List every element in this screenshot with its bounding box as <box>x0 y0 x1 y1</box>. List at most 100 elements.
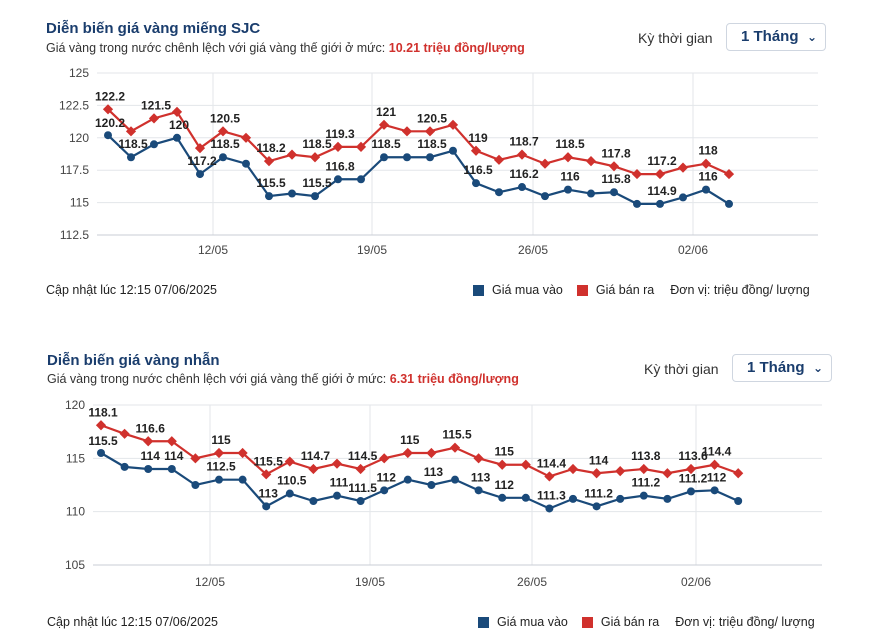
data-point-sell[interactable] <box>449 442 461 453</box>
data-point-buy[interactable] <box>334 175 342 184</box>
data-point-buy[interactable] <box>702 185 710 194</box>
data-point-buy[interactable] <box>592 502 601 511</box>
data-point-buy[interactable] <box>309 497 318 505</box>
data-point-sell[interactable] <box>308 463 319 475</box>
data-point-sell[interactable] <box>544 471 555 482</box>
data-point-sell[interactable] <box>709 459 720 470</box>
data-point-buy[interactable] <box>215 475 223 484</box>
data-point-buy[interactable] <box>144 465 153 473</box>
data-point-buy[interactable] <box>663 494 672 503</box>
data-point-buy[interactable] <box>333 491 341 500</box>
data-point-sell[interactable] <box>148 113 160 124</box>
data-point-sell[interactable] <box>102 104 114 115</box>
data-point-buy[interactable] <box>616 494 625 503</box>
legend-item-buy[interactable]: Giá mua vào <box>478 615 568 629</box>
data-point-sell[interactable] <box>516 149 528 160</box>
data-point-buy[interactable] <box>639 491 648 500</box>
legend-item-sell[interactable]: Giá bán ra <box>576 283 654 297</box>
data-point-buy[interactable] <box>679 193 687 202</box>
data-point-buy[interactable] <box>311 192 319 201</box>
data-point-sell[interactable] <box>677 162 689 173</box>
data-point-buy[interactable] <box>403 475 412 484</box>
data-point-sell[interactable] <box>240 132 252 143</box>
data-point-buy[interactable] <box>449 146 457 155</box>
data-point-sell[interactable] <box>562 152 574 163</box>
data-point-buy[interactable] <box>380 486 389 495</box>
data-point-sell[interactable] <box>171 106 183 117</box>
data-point-sell[interactable] <box>194 143 206 154</box>
data-point-buy[interactable] <box>656 199 664 208</box>
data-point-buy[interactable] <box>734 497 743 505</box>
data-point-sell[interactable] <box>213 447 225 459</box>
data-point-sell[interactable] <box>700 158 712 169</box>
data-point-sell[interactable] <box>119 428 130 439</box>
data-point-sell[interactable] <box>567 463 579 475</box>
data-point-buy[interactable] <box>687 487 695 496</box>
data-point-buy[interactable] <box>97 449 105 457</box>
data-point-sell[interactable] <box>355 463 366 475</box>
data-point-buy[interactable] <box>191 481 200 489</box>
data-point-sell[interactable] <box>401 126 413 137</box>
data-point-sell[interactable] <box>355 141 367 152</box>
data-point-sell[interactable] <box>426 447 437 459</box>
data-point-buy[interactable] <box>451 475 459 484</box>
data-point-buy[interactable] <box>569 494 577 503</box>
data-point-buy[interactable] <box>238 475 247 484</box>
data-point-buy[interactable] <box>610 188 618 197</box>
data-point-buy[interactable] <box>472 179 480 188</box>
legend-item-sell[interactable]: Giá bán ra <box>581 615 659 629</box>
data-point-sell[interactable] <box>261 469 272 480</box>
data-point-sell[interactable] <box>591 468 602 479</box>
data-point-sell[interactable] <box>217 126 229 137</box>
data-point-sell[interactable] <box>143 436 154 447</box>
data-point-buy[interactable] <box>167 465 176 473</box>
data-point-sell[interactable] <box>379 453 390 464</box>
data-point-buy[interactable] <box>219 153 227 162</box>
data-point-buy[interactable] <box>357 175 365 184</box>
data-point-sell[interactable] <box>520 459 531 470</box>
data-point-sell[interactable] <box>332 141 344 152</box>
data-point-sell[interactable] <box>615 466 626 477</box>
data-point-buy[interactable] <box>633 199 641 208</box>
data-point-buy[interactable] <box>265 192 273 201</box>
data-point-sell[interactable] <box>473 453 484 464</box>
data-point-buy[interactable] <box>541 192 549 201</box>
legend-item-buy[interactable]: Giá mua vào <box>473 283 563 297</box>
data-point-buy[interactable] <box>495 188 503 197</box>
data-point-buy[interactable] <box>710 486 719 495</box>
data-point-buy[interactable] <box>120 462 129 471</box>
data-point-sell[interactable] <box>331 458 343 469</box>
data-point-buy[interactable] <box>288 189 296 198</box>
data-point-buy[interactable] <box>545 504 554 513</box>
data-point-buy[interactable] <box>104 131 112 140</box>
data-point-sell[interactable] <box>402 447 413 459</box>
data-point-sell[interactable] <box>309 152 321 163</box>
data-point-buy[interactable] <box>285 489 294 498</box>
data-point-buy[interactable] <box>474 486 483 495</box>
data-point-sell[interactable] <box>539 158 551 169</box>
data-point-buy[interactable] <box>173 133 181 142</box>
data-point-sell[interactable] <box>585 156 597 167</box>
data-point-buy[interactable] <box>127 153 135 162</box>
data-point-buy[interactable] <box>521 493 530 502</box>
period-select[interactable]: 1 Tháng ⌄ <box>732 354 832 382</box>
data-point-buy[interactable] <box>725 199 733 208</box>
data-point-sell[interactable] <box>497 459 508 470</box>
data-point-buy[interactable] <box>242 159 250 168</box>
period-select[interactable]: 1 Tháng ⌄ <box>726 23 826 51</box>
data-point-buy[interactable] <box>196 170 204 179</box>
data-point-buy[interactable] <box>356 497 365 505</box>
data-point-sell[interactable] <box>493 154 505 165</box>
data-point-sell[interactable] <box>470 145 482 156</box>
data-point-sell[interactable] <box>733 468 744 479</box>
data-point-buy[interactable] <box>564 185 572 194</box>
data-point-buy[interactable] <box>587 189 595 198</box>
data-point-buy[interactable] <box>150 140 158 149</box>
data-point-buy[interactable] <box>498 493 507 502</box>
data-point-buy[interactable] <box>403 153 411 162</box>
data-point-buy[interactable] <box>518 183 526 192</box>
data-point-sell[interactable] <box>662 468 673 479</box>
data-point-sell[interactable] <box>638 463 649 475</box>
data-point-buy[interactable] <box>426 153 434 162</box>
data-point-sell[interactable] <box>424 126 436 137</box>
